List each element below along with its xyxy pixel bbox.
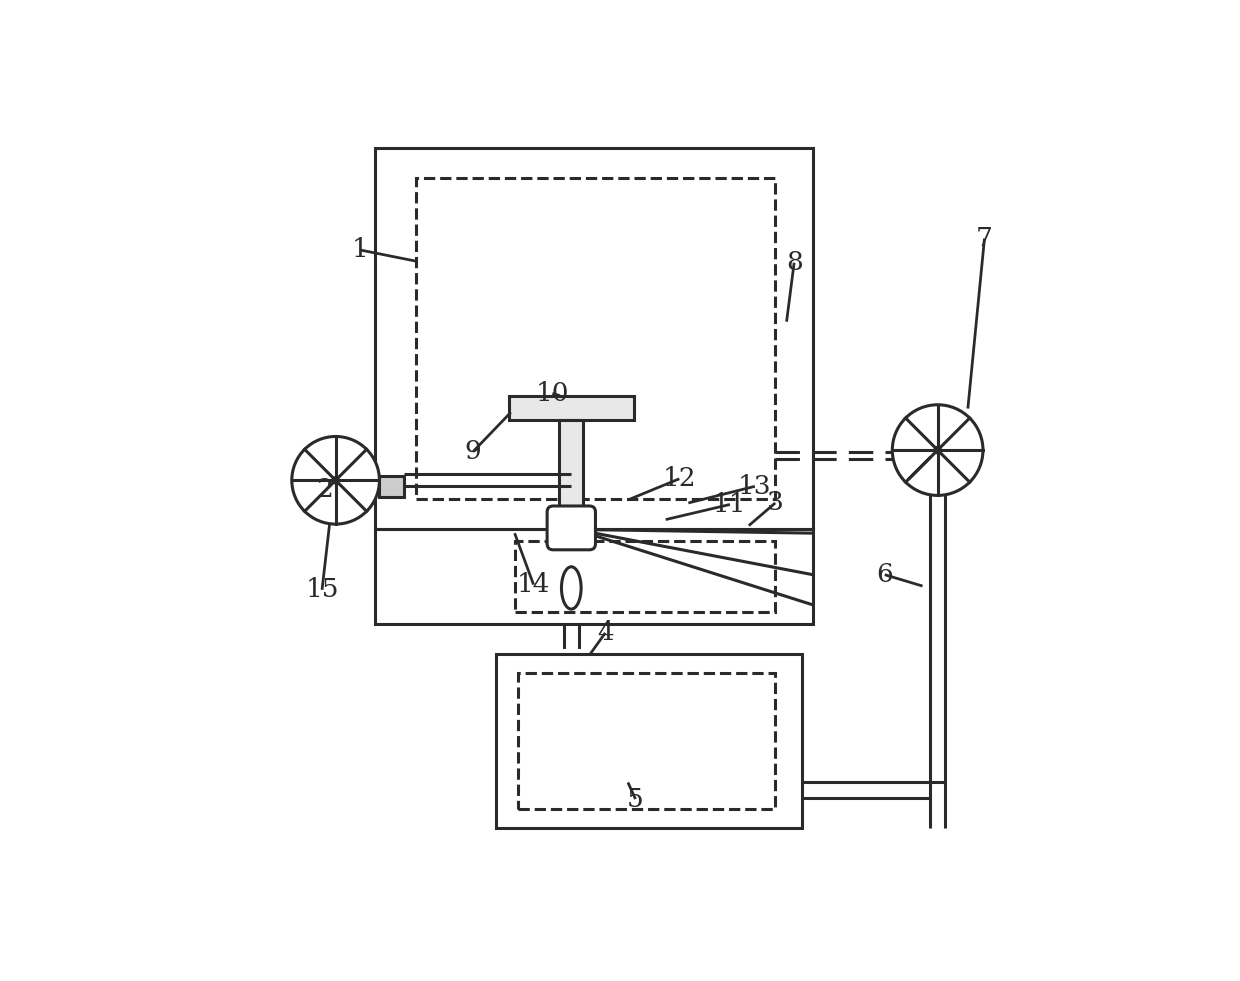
Text: 7: 7 bbox=[976, 226, 993, 251]
Ellipse shape bbox=[562, 567, 582, 609]
Bar bbox=[417, 179, 775, 499]
Text: 15: 15 bbox=[305, 578, 339, 602]
Bar bbox=[374, 530, 813, 624]
Text: 13: 13 bbox=[738, 474, 771, 499]
Bar bbox=[374, 148, 813, 530]
Bar bbox=[379, 476, 403, 496]
Text: 2: 2 bbox=[316, 477, 332, 502]
Bar bbox=[559, 420, 583, 507]
Circle shape bbox=[332, 477, 339, 484]
Bar bbox=[515, 541, 775, 612]
Bar bbox=[518, 673, 775, 809]
Text: 5: 5 bbox=[627, 787, 644, 811]
Bar bbox=[508, 395, 634, 420]
FancyBboxPatch shape bbox=[547, 506, 595, 549]
Text: 11: 11 bbox=[713, 491, 746, 517]
Circle shape bbox=[934, 446, 941, 453]
Text: 14: 14 bbox=[517, 572, 551, 597]
Text: 4: 4 bbox=[596, 620, 614, 645]
Text: 3: 3 bbox=[766, 490, 784, 515]
Text: 9: 9 bbox=[465, 439, 481, 464]
Circle shape bbox=[893, 405, 983, 495]
Text: 10: 10 bbox=[536, 381, 569, 406]
Bar bbox=[496, 654, 802, 828]
Text: 12: 12 bbox=[662, 466, 696, 491]
Text: 8: 8 bbox=[786, 250, 802, 276]
Circle shape bbox=[291, 437, 379, 524]
Text: 6: 6 bbox=[877, 562, 893, 588]
Text: 1: 1 bbox=[351, 237, 368, 262]
